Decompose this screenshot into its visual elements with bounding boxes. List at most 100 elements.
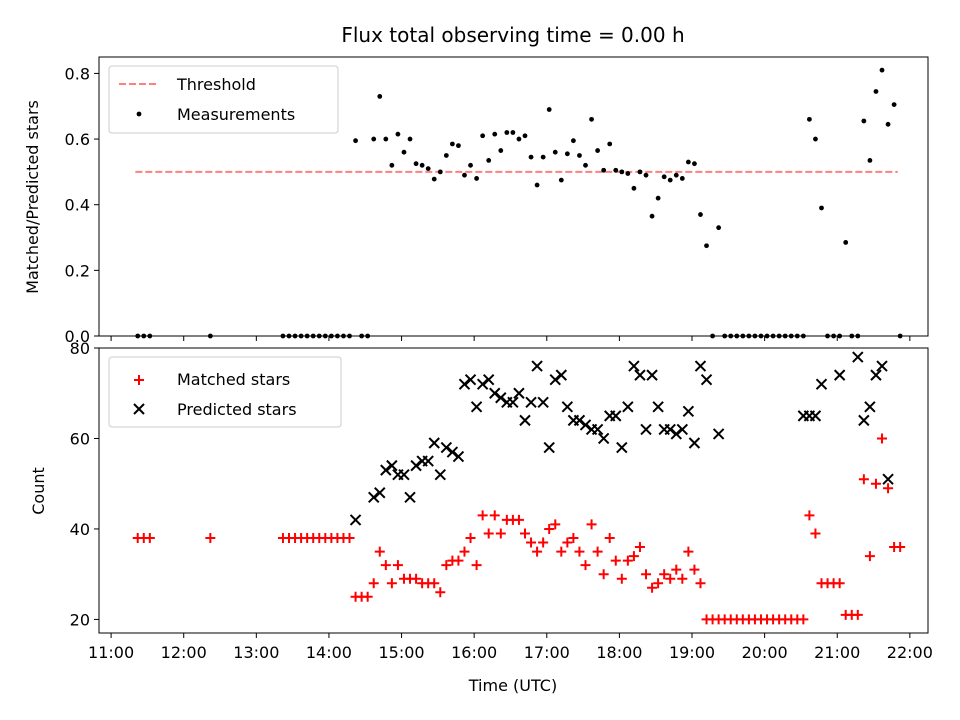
matched-star-point (598, 569, 609, 580)
measurement-point (643, 172, 649, 178)
measurement-point (873, 89, 879, 94)
measurement-point (788, 333, 794, 339)
predicted-star-point (458, 378, 471, 390)
count-x-tick-label: 17:00 (524, 643, 570, 662)
measurement-point (734, 333, 740, 339)
ratio-y-tick-label: 0.4 (65, 196, 90, 215)
measurement-point (504, 130, 510, 135)
measurement-point (577, 153, 582, 158)
measurement-point (528, 154, 534, 160)
predicted-star-point (543, 441, 555, 454)
predicted-star-point (410, 459, 422, 472)
matched-star-point (628, 551, 639, 562)
ratio-y-ticks: 0.0 0.2 0.4 0.6 0.8 (65, 64, 99, 346)
measurement-point (558, 177, 564, 183)
predicted-star-point (422, 455, 434, 467)
measurement-point (685, 159, 691, 165)
matched-star-point (677, 573, 688, 584)
measurement-point (595, 148, 601, 153)
measurement-point (571, 138, 576, 144)
measurement-point (891, 102, 897, 107)
measurement-point (746, 333, 752, 339)
predicted-star-point (833, 369, 846, 381)
measurement-point (806, 116, 812, 122)
measurement-point (286, 333, 292, 339)
measurement-point (800, 333, 806, 339)
matched-star-point (550, 519, 561, 530)
predicted-star-point (374, 487, 386, 499)
measurement-point (449, 141, 455, 147)
measurement-point (341, 333, 346, 339)
legend-measurements-swatch (136, 111, 142, 117)
measurement-point (425, 166, 431, 172)
measurement-point (601, 167, 607, 173)
count-y-ticks: 20 40 60 80 (70, 339, 99, 629)
predicted-star-point (531, 360, 543, 372)
matched-star-point (205, 533, 216, 543)
matched-star-point (435, 587, 446, 598)
measurement-point (692, 161, 697, 167)
measurement-point (649, 213, 655, 219)
predicted-star-point (882, 473, 894, 485)
matched-star-point (538, 537, 549, 548)
matched-star-point (592, 546, 603, 557)
measurement-point (395, 131, 401, 137)
predicted-star-point (404, 491, 416, 503)
count-x-tick-label: 21:00 (814, 643, 860, 662)
measurement-point (401, 149, 407, 155)
measurement-point (619, 169, 625, 175)
count-x-tick-label: 22:00 (887, 643, 933, 662)
matched-star-point (568, 533, 579, 543)
matched-star-point (386, 578, 397, 589)
measurement-point (728, 333, 734, 339)
measurement-point (353, 138, 358, 144)
measurement-point (498, 148, 504, 153)
measurement-point (377, 93, 383, 99)
matched-star-point (622, 555, 633, 566)
predicted-star-point (809, 410, 822, 422)
matched-star-point (453, 555, 464, 566)
count-y-tick-label: 20 (70, 610, 90, 629)
measurement-point (740, 333, 746, 339)
measurement-point (667, 177, 673, 183)
measurement-point (885, 121, 891, 127)
predicted-star-point (555, 369, 568, 381)
predicted-star-point (640, 423, 652, 436)
matched-star-point (519, 528, 530, 539)
chart-title: Flux total observing time = 0.00 h (341, 23, 684, 47)
ratio-x-ticks (110, 336, 911, 341)
ratio-y-tick-label: 0.8 (65, 64, 90, 83)
predicted-star-point (622, 401, 634, 413)
predicted-star-point (682, 405, 695, 418)
predicted-star-point (573, 414, 586, 427)
matched-star-point (586, 519, 597, 530)
count-x-ticks: 11:00 12:00 13:00 14:00 15:00 16:00 17:00 18:00… (88, 633, 933, 662)
count-x-tick-label: 13:00 (233, 643, 279, 662)
matched-stars-series (132, 433, 906, 625)
measurement-point (722, 333, 728, 339)
measurement-point (758, 333, 764, 339)
matched-star-point (852, 609, 863, 620)
ratio-legend-box (108, 65, 339, 134)
measurement-point (328, 333, 334, 339)
matched-star-point (411, 573, 422, 584)
predicted-star-point (495, 392, 507, 404)
measurement-point (389, 162, 395, 168)
measurement-point (431, 176, 437, 182)
predicted-star-point (646, 369, 658, 381)
matched-star-point (870, 478, 881, 489)
predicted-star-point (507, 396, 519, 408)
predicted-star-point (670, 428, 682, 440)
matched-star-point (653, 578, 664, 589)
measurement-point (322, 333, 328, 339)
legend-matched-swatch (134, 375, 144, 385)
measurement-point (861, 118, 867, 124)
matched-star-point (671, 564, 682, 575)
measurement-point (764, 333, 770, 339)
measurement-point (849, 333, 855, 339)
measurement-point (855, 333, 861, 339)
matched-star-point (471, 560, 482, 571)
measurement-point (419, 162, 425, 168)
matched-star-point (392, 560, 403, 571)
